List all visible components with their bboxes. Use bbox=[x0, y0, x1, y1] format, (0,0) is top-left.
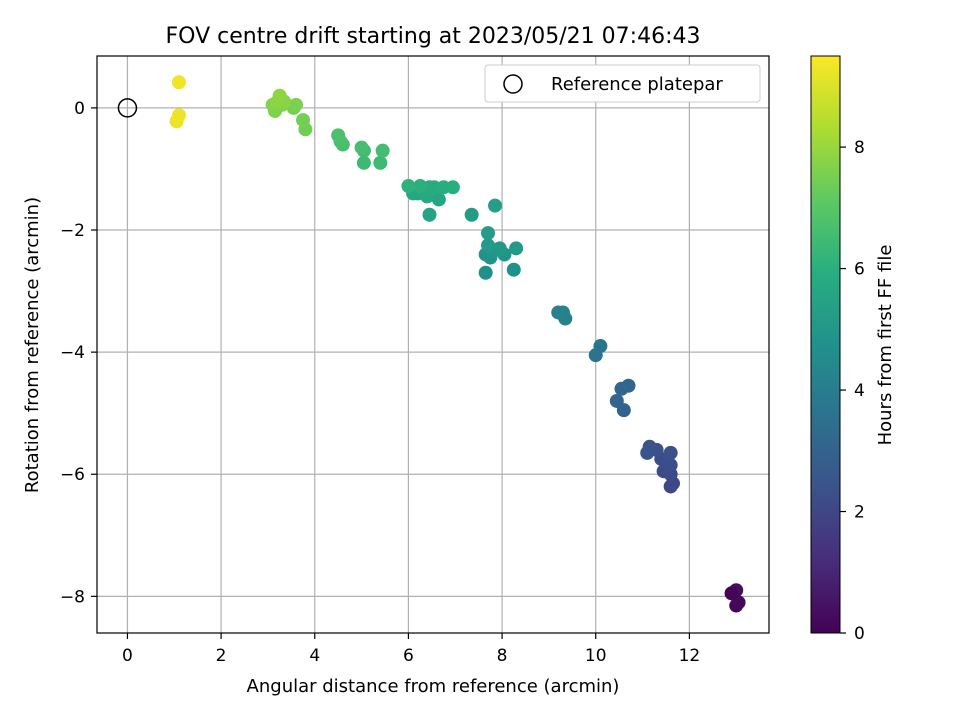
reference-point-marker bbox=[117, 98, 138, 118]
y-tick-label: −6 bbox=[60, 465, 85, 485]
data-point bbox=[481, 238, 496, 253]
x-tick-label: 12 bbox=[679, 646, 701, 666]
data-point bbox=[431, 192, 446, 207]
data-point bbox=[663, 445, 678, 460]
data-points bbox=[169, 75, 746, 613]
colorbar-tick-label: 8 bbox=[854, 138, 865, 158]
colorbar-tick-label: 2 bbox=[854, 503, 865, 523]
y-tick-label: 0 bbox=[74, 99, 85, 119]
data-point bbox=[401, 179, 416, 194]
legend-box bbox=[484, 64, 761, 103]
x-tick-label: 6 bbox=[403, 646, 414, 666]
data-point bbox=[272, 88, 287, 103]
x-axis-ticks: 0 2 4 6 8 10 12 bbox=[122, 633, 700, 666]
data-point bbox=[478, 265, 493, 280]
x-tick-label: 8 bbox=[497, 646, 508, 666]
legend: Reference platepar bbox=[484, 64, 761, 103]
colorbar-tick-label: 4 bbox=[854, 381, 865, 401]
data-point bbox=[724, 586, 739, 601]
data-point bbox=[422, 207, 437, 222]
x-tick-label: 4 bbox=[309, 646, 320, 666]
legend-marker bbox=[503, 74, 523, 94]
data-point bbox=[356, 155, 371, 170]
data-point bbox=[445, 180, 460, 195]
colorbar-label: Hours from first FF file bbox=[875, 245, 896, 446]
data-point bbox=[171, 108, 186, 123]
x-tick-label: 2 bbox=[216, 646, 227, 666]
legend-label: Reference platepar bbox=[551, 74, 723, 95]
colorbar bbox=[810, 55, 841, 634]
data-point bbox=[375, 143, 390, 158]
x-axis-label: Angular distance from reference (arcmin) bbox=[247, 676, 620, 697]
data-point bbox=[609, 393, 624, 408]
y-tick-label: −4 bbox=[60, 343, 85, 363]
colorbar-tick-label: 6 bbox=[854, 260, 865, 280]
y-tick-label: −8 bbox=[60, 587, 85, 607]
data-point bbox=[296, 113, 311, 128]
data-point bbox=[551, 305, 566, 320]
y-axis-label: Rotation from reference (arcmin) bbox=[22, 197, 43, 493]
data-point bbox=[481, 226, 496, 241]
data-point bbox=[492, 241, 507, 256]
chart-title: FOV centre drift starting at 2023/05/21 … bbox=[166, 24, 701, 49]
data-point bbox=[640, 445, 655, 460]
data-point bbox=[289, 97, 304, 112]
data-point bbox=[621, 378, 636, 393]
colorbar-tick-label: 0 bbox=[854, 624, 865, 644]
y-axis-ticks: 0 −2 −4 −6 −8 bbox=[60, 99, 97, 607]
data-point bbox=[506, 262, 521, 277]
data-point bbox=[354, 140, 369, 155]
data-point bbox=[488, 198, 503, 213]
data-point bbox=[593, 339, 608, 354]
x-tick-label: 0 bbox=[122, 646, 133, 666]
data-point bbox=[509, 241, 524, 256]
grid-lines bbox=[97, 56, 769, 633]
plot-frame bbox=[96, 55, 770, 634]
y-tick-label: −2 bbox=[60, 221, 85, 241]
colorbar-ticks: 0 2 4 6 8 bbox=[840, 138, 865, 644]
x-tick-label: 10 bbox=[585, 646, 607, 666]
data-point bbox=[171, 75, 186, 90]
data-point bbox=[331, 128, 346, 143]
data-point bbox=[373, 155, 388, 170]
data-point bbox=[464, 207, 479, 222]
data-point bbox=[413, 179, 428, 194]
